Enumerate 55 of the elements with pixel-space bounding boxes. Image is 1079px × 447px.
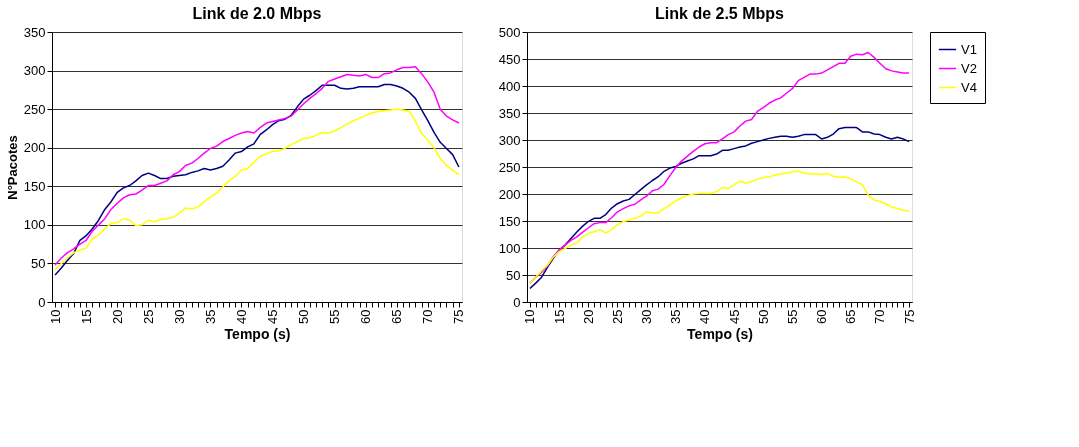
- x-tick-label: 60: [358, 309, 374, 324]
- y-tick-label: 300: [498, 132, 521, 148]
- y-tick-label: 0: [513, 294, 521, 310]
- legend-label: V1: [961, 41, 977, 57]
- legend-label: V4: [961, 79, 977, 95]
- y-tick-label: 0: [38, 294, 46, 310]
- chart-title: Link de 2.0 Mbps: [192, 5, 322, 22]
- y-tick-label: 500: [498, 24, 521, 40]
- x-tick-label: 60: [814, 309, 830, 324]
- x-tick-label: 25: [609, 309, 625, 324]
- y-tick-label: 400: [498, 78, 521, 94]
- x-axis-title: Tempo (s): [687, 325, 753, 342]
- y-tick-label: 250: [23, 101, 46, 117]
- y-tick-label: 300: [23, 63, 46, 79]
- x-tick-label: 45: [265, 309, 281, 324]
- x-tick-label: 35: [202, 309, 218, 324]
- y-tick-label: 450: [498, 51, 521, 67]
- x-tick-label: 30: [171, 309, 187, 324]
- x-tick-label: 50: [296, 309, 312, 324]
- x-tick-label: 70: [420, 309, 436, 324]
- x-tick-label: 30: [639, 309, 655, 324]
- y-tick-label: 200: [23, 140, 46, 156]
- x-tick-label: 20: [109, 309, 125, 324]
- y-axis-title: N°Pacotes: [4, 135, 20, 200]
- y-tick-label: 200: [498, 186, 521, 202]
- y-tick-label: 350: [498, 105, 521, 121]
- y-tick-label: 100: [498, 240, 521, 256]
- x-tick-label: 10: [47, 309, 63, 324]
- x-tick-label: 40: [697, 309, 713, 324]
- y-tick-label: 150: [23, 178, 46, 194]
- x-tick-label: 20: [580, 309, 596, 324]
- x-tick-label: 15: [78, 309, 94, 324]
- x-tick-label: 65: [843, 309, 859, 324]
- legend-label: V2: [961, 60, 977, 76]
- chart-title: Link de 2.5 Mbps: [655, 5, 785, 22]
- y-tick-label: 250: [498, 159, 521, 175]
- x-tick-label: 70: [872, 309, 888, 324]
- x-tick-label: 50: [755, 309, 771, 324]
- x-tick-label: 40: [233, 309, 249, 324]
- x-tick-label: 15: [551, 309, 567, 324]
- y-tick-label: 350: [23, 24, 46, 40]
- y-tick-label: 100: [23, 217, 46, 233]
- y-tick-label: 50: [506, 267, 521, 283]
- x-tick-label: 45: [726, 309, 742, 324]
- x-tick-label: 55: [784, 309, 800, 324]
- x-axis-title: Tempo (s): [224, 325, 291, 342]
- x-tick-label: 75: [451, 309, 467, 324]
- y-tick-label: 50: [31, 255, 46, 271]
- x-tick-label: 75: [901, 309, 917, 324]
- x-tick-label: 35: [668, 309, 684, 324]
- x-tick-label: 25: [140, 309, 156, 324]
- x-tick-label: 65: [389, 309, 405, 324]
- y-tick-label: 150: [498, 213, 521, 229]
- x-tick-label: 10: [522, 309, 538, 324]
- x-tick-label: 55: [327, 309, 343, 324]
